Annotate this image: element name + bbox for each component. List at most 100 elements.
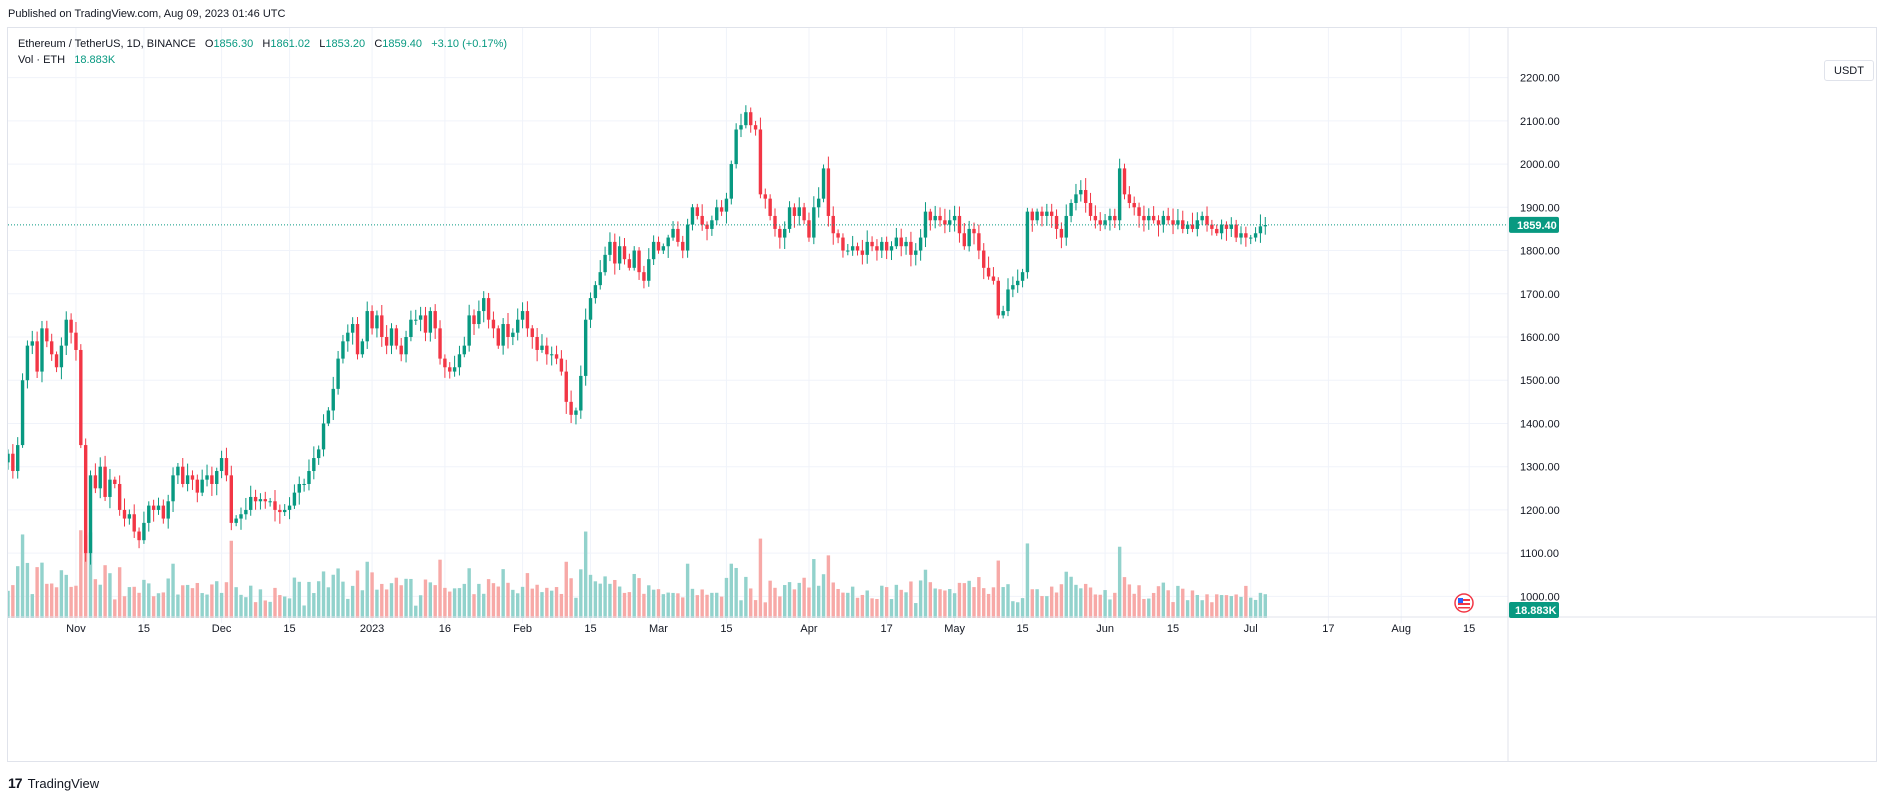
tradingview-logo-icon[interactable]: 17	[8, 775, 23, 791]
candle-body	[952, 215, 957, 221]
volume-bar	[35, 567, 39, 618]
candle-body	[1025, 211, 1030, 273]
candle-body	[147, 505, 151, 523]
volume-bar	[588, 574, 593, 618]
volume-tag: 18.883K	[1509, 602, 1559, 618]
x-tick-label: Aug	[1391, 623, 1411, 635]
volume-bar	[948, 589, 952, 618]
footer-brand[interactable]: TradingView	[27, 775, 100, 791]
candle-body	[273, 501, 277, 510]
volume-bar	[651, 589, 656, 618]
candle-body	[1006, 289, 1010, 312]
candle-body	[1195, 220, 1200, 229]
candle-body	[870, 241, 874, 247]
volume-bar	[914, 603, 918, 618]
candlestick-chart[interactable]: 2200.00 2100.00 2000.00 1900.00 1800.00 1700.…	[8, 28, 1876, 761]
candle-body	[617, 246, 622, 264]
candle-body	[1020, 272, 1025, 281]
y-tick-label: 1000.00	[1520, 591, 1560, 603]
candle-body	[268, 501, 272, 503]
currency-button[interactable]: USDT	[1824, 60, 1874, 81]
candle-body	[472, 315, 476, 325]
open-label: O	[204, 38, 214, 50]
candle-body	[681, 241, 685, 251]
volume-bar	[1083, 583, 1088, 618]
volume-bar	[1103, 590, 1107, 618]
volume-bar	[1224, 595, 1229, 618]
candle-body	[302, 483, 306, 485]
volume-bar	[93, 579, 98, 618]
volume-bar	[210, 584, 214, 618]
candle-body	[312, 458, 316, 472]
x-tick-label: 17	[1322, 623, 1334, 635]
volume-bar	[11, 585, 15, 618]
volume-bar	[171, 563, 175, 618]
candle-body	[1181, 220, 1185, 229]
volume-bar	[389, 583, 394, 618]
candle-body	[1040, 211, 1044, 216]
volume-bar	[753, 600, 758, 618]
candle-body	[846, 250, 850, 252]
volume-bar	[234, 587, 238, 618]
candle-body	[1127, 194, 1132, 203]
candle-body	[477, 311, 481, 325]
volume-bar	[535, 584, 539, 618]
candle-body	[1185, 224, 1190, 229]
candle-body	[142, 522, 146, 541]
candle-body	[1117, 168, 1122, 221]
volume-bar	[661, 594, 666, 618]
volume-bar	[841, 592, 845, 618]
volume-bar	[928, 582, 933, 618]
volume-bar	[938, 589, 942, 618]
volume-bar	[1001, 587, 1005, 618]
candle-body	[807, 220, 811, 238]
volume-bar	[880, 585, 884, 618]
candle-body	[880, 241, 884, 251]
candle-body	[414, 319, 418, 321]
volume-bar	[316, 581, 321, 618]
candle-body	[69, 319, 73, 333]
volume-bar	[1244, 585, 1248, 618]
candle-body	[875, 246, 879, 251]
volume-bar	[394, 577, 399, 618]
candle-body	[923, 211, 928, 238]
volume-bar	[1113, 592, 1117, 618]
volume-bar	[1088, 587, 1093, 618]
y-tick-label: 1900.00	[1520, 202, 1560, 214]
candle-body	[404, 337, 408, 355]
candle-body	[773, 215, 777, 229]
candle-body	[841, 237, 845, 251]
volume-bar	[448, 591, 452, 618]
volume-bar	[1079, 588, 1083, 618]
candle-body	[1234, 224, 1238, 238]
volume-bar	[414, 605, 418, 618]
candle-body	[1113, 215, 1117, 221]
volume-bar	[1040, 596, 1044, 618]
candle-body	[49, 341, 54, 355]
volume-bar	[1142, 598, 1146, 618]
us-flag-icon[interactable]	[1454, 593, 1474, 613]
chart-legend: Ethereum / TetherUS, 1D, BINANCE O1856.3…	[18, 36, 507, 68]
candle-body	[326, 410, 331, 424]
candle-body	[1229, 224, 1234, 229]
symbol-title[interactable]: Ethereum / TetherUS, 1D, BINANCE	[18, 38, 196, 50]
candle-body	[45, 328, 49, 342]
candle-body	[79, 349, 83, 446]
candle-body	[1137, 207, 1141, 216]
x-tick-label: 16	[439, 623, 451, 635]
y-tick-label: 1300.00	[1520, 462, 1560, 474]
candle-body	[647, 259, 651, 281]
candle-body	[996, 280, 1000, 316]
candle-body	[986, 267, 991, 277]
volume-bar	[564, 561, 568, 618]
volume-bar	[666, 592, 670, 618]
x-tick-label: Nov	[66, 623, 86, 635]
candle-body	[418, 315, 423, 320]
volume-bar	[1117, 546, 1122, 618]
chart-frame[interactable]: 2200.00 2100.00 2000.00 1900.00 1800.00 1700.…	[7, 27, 1877, 762]
volume-bar	[826, 555, 831, 618]
candle-body	[1016, 280, 1020, 286]
volume-bar	[899, 589, 903, 618]
candle-body	[608, 241, 612, 255]
volume-label[interactable]: Vol · ETH	[18, 54, 66, 66]
